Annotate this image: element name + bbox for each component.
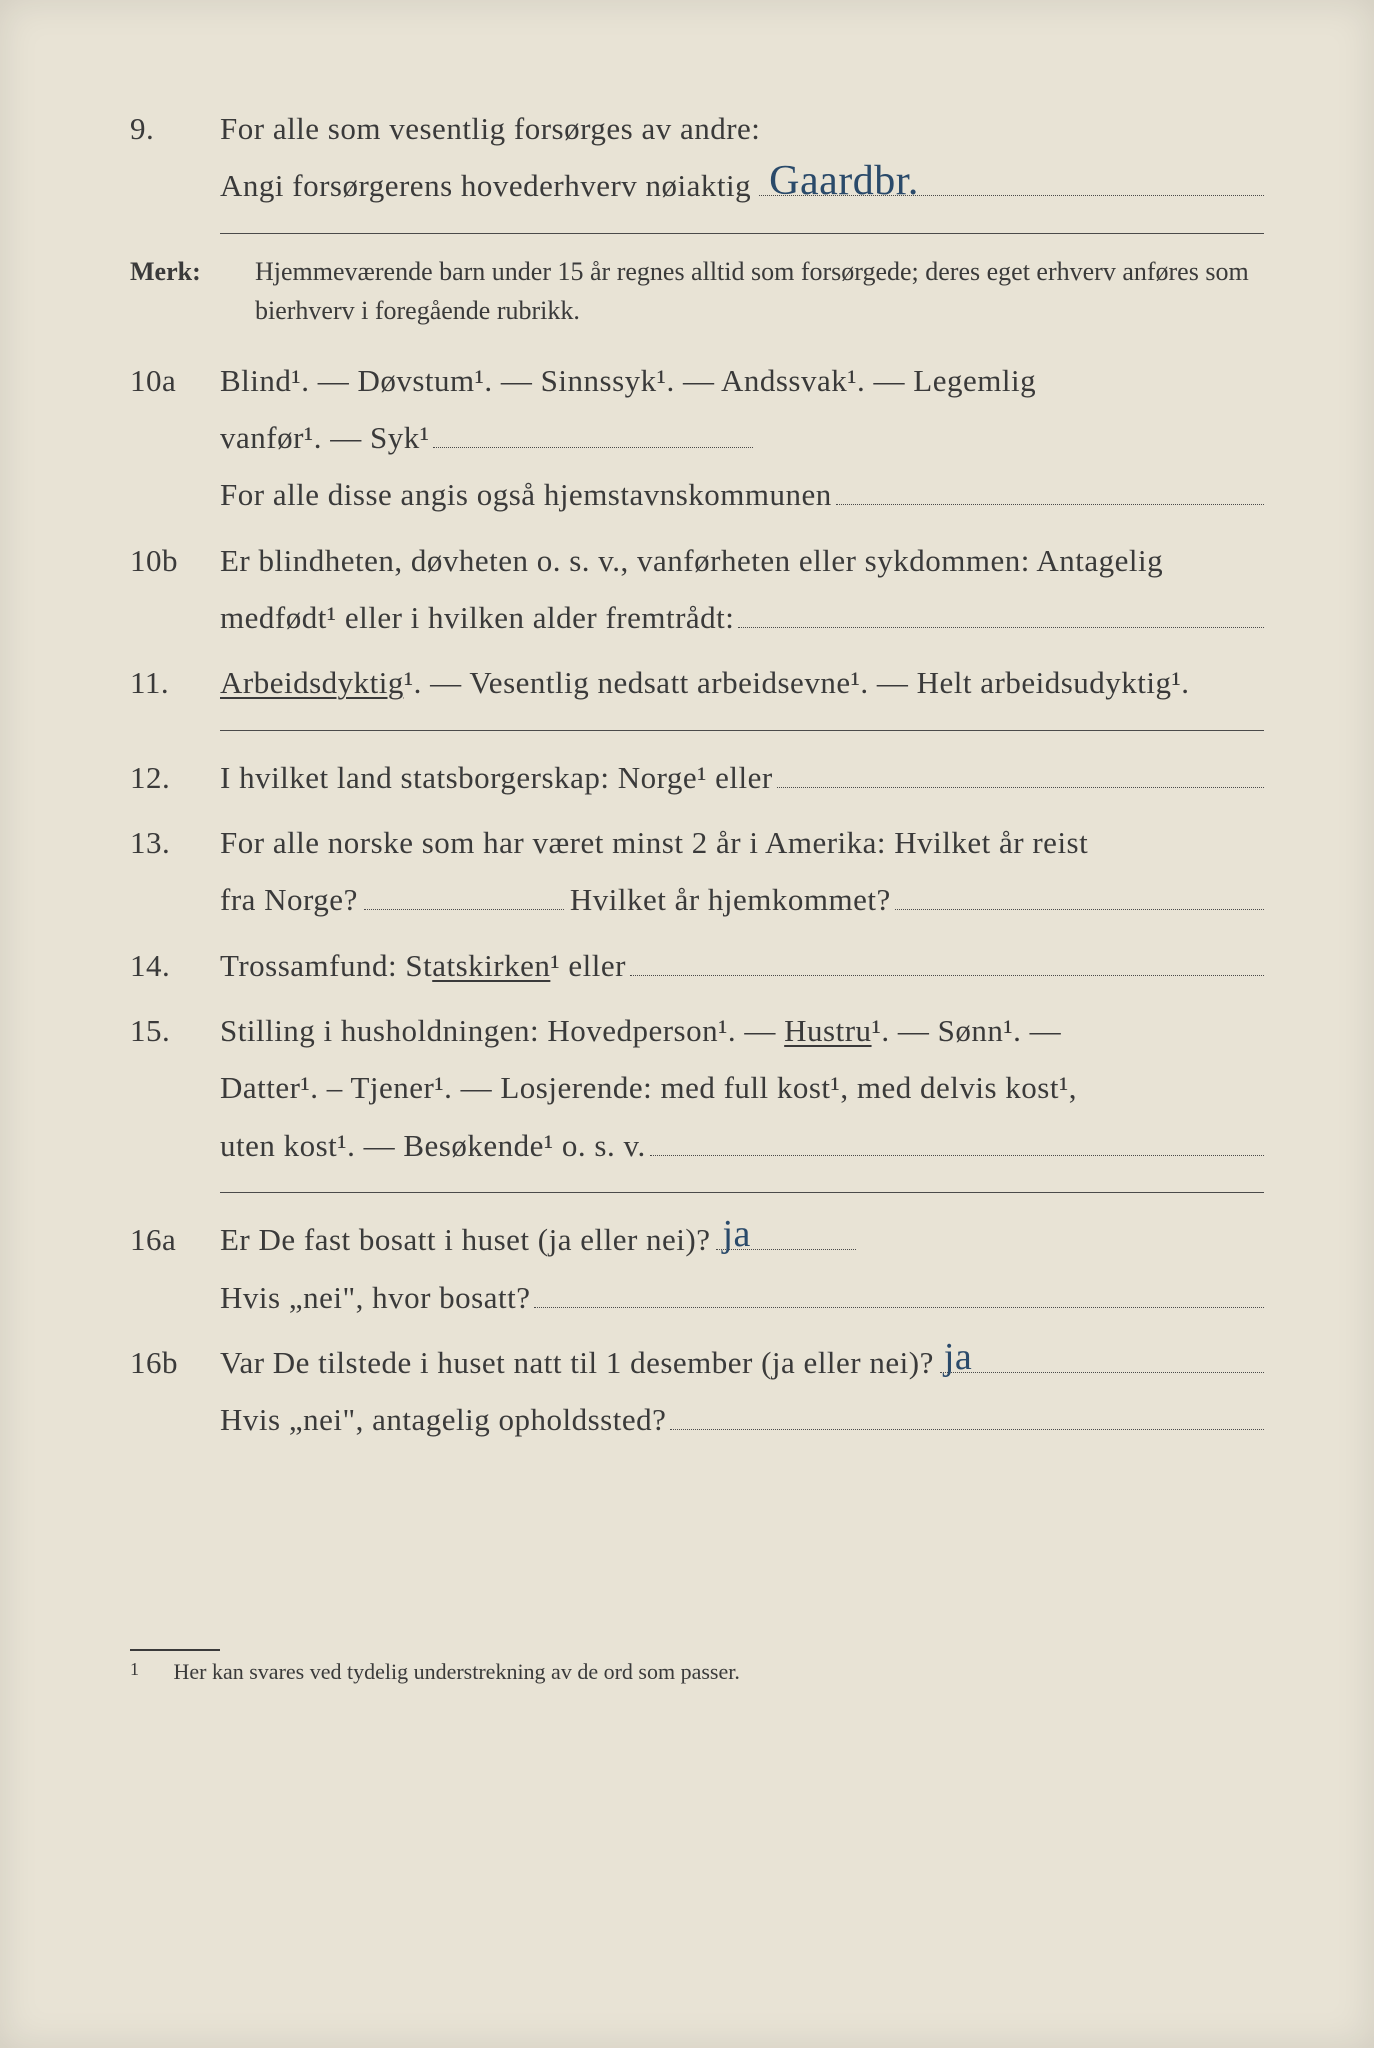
q10a-line1: Blind¹. — Døvstum¹. — Sinnssyk¹. — Andss…: [220, 352, 1264, 409]
q10a-line2-prefix: vanfør¹. — Syk¹: [220, 409, 429, 466]
q15-number: 15.: [130, 1002, 220, 1059]
q16b-line2: Hvis „nei", antagelig opholdssted?: [220, 1391, 1264, 1448]
q11-body: Arbeidsdyktig¹. — Vesentlig nedsatt arbe…: [220, 654, 1264, 711]
q11-rest: ¹. — Vesentlig nedsatt arbeidsevne¹. — H…: [404, 665, 1190, 700]
footnote-num: 1: [130, 1659, 168, 1680]
question-10a: 10a Blind¹. — Døvstum¹. — Sinnssyk¹. — A…: [130, 352, 1264, 524]
merk-text: Hjemmeværende barn under 15 år regnes al…: [255, 252, 1264, 330]
question-16b: 16b Var De tilstede i huset natt til 1 d…: [130, 1334, 1264, 1449]
q15-line2: Datter¹. – Tjener¹. — Losjerende: med fu…: [220, 1059, 1264, 1116]
q9-line1: For alle som vesentlig forsørges av andr…: [220, 100, 1264, 157]
q15-line1-a: Stilling i husholdningen: Hovedperson¹. …: [220, 1013, 784, 1048]
divider-after-15: [220, 1192, 1264, 1193]
merk-label: Merk:: [130, 252, 255, 291]
q12-prefix: I hvilket land statsborgerskap: Norge¹ e…: [220, 749, 773, 806]
q12-fill: [777, 757, 1264, 787]
question-16a: 16a Er De fast bosatt i huset (ja eller …: [130, 1211, 1264, 1326]
q16a-fill-2: [534, 1277, 1264, 1307]
q16a-line1: Er De fast bosatt i huset (ja eller nei)…: [220, 1211, 1264, 1268]
q15-line1: Stilling i husholdningen: Hovedperson¹. …: [220, 1002, 1264, 1059]
q10a-fill-1: [433, 418, 753, 448]
q9-line2-label: Angi forsørgerens hovederhverv nøiaktig: [220, 157, 751, 214]
q16b-body: Var De tilstede i huset natt til 1 desem…: [220, 1334, 1264, 1449]
q14-body: Trossamfund: Statskirken¹ eller: [220, 937, 1264, 994]
q12-number: 12.: [130, 749, 220, 806]
q9-body: For alle som vesentlig forsørges av andr…: [220, 100, 1264, 215]
divider-after-11: [220, 730, 1264, 731]
q10a-fill-2: [836, 475, 1264, 505]
q13-line2: fra Norge? Hvilket år hjemkommet?: [220, 871, 1264, 928]
question-11: 11. Arbeidsdyktig¹. — Vesentlig nedsatt …: [130, 654, 1264, 711]
footnote: 1 Her kan svares ved tydelig understrekn…: [130, 1649, 1264, 1685]
merk-note: Merk: Hjemmeværende barn under 15 år reg…: [130, 252, 1264, 330]
q10b-number: 10b: [130, 532, 220, 589]
q13-line2-b: Hvilket år hjemkommet?: [570, 871, 891, 928]
q13-body: For alle norske som har været minst 2 år…: [220, 814, 1264, 929]
q14-text-c: ¹ eller: [550, 937, 626, 994]
question-12: 12. I hvilket land statsborgerskap: Norg…: [130, 749, 1264, 806]
q10a-line3-prefix: For alle disse angis også hjemstavnskomm…: [220, 466, 832, 523]
census-form-page: 9. For alle som vesentlig forsørges av a…: [0, 0, 1374, 2048]
q16a-line1-prefix: Er De fast bosatt i huset (ja eller nei)…: [220, 1211, 710, 1268]
q10a-line3: For alle disse angis også hjemstavnskomm…: [220, 466, 1264, 523]
q10a-number: 10a: [130, 352, 220, 409]
q9-handwritten-answer: Gaardbr.: [769, 143, 919, 221]
q9-number: 9.: [130, 100, 220, 157]
q16b-fill-1: [940, 1342, 1264, 1372]
q15-underlined: Hustru: [784, 1013, 871, 1048]
q14-underlined: atskirken: [432, 937, 550, 994]
footnote-text: Her kan svares ved tydelig understreknin…: [174, 1659, 740, 1684]
q16a-body: Er De fast bosatt i huset (ja eller nei)…: [220, 1211, 1264, 1326]
q15-body: Stilling i husholdningen: Hovedperson¹. …: [220, 1002, 1264, 1174]
divider-after-9: [220, 233, 1264, 234]
q16b-line2-prefix: Hvis „nei", antagelig opholdssted?: [220, 1391, 666, 1448]
q10b-line2: medfødt¹ eller i hvilken alder fremtrådt…: [220, 589, 1264, 646]
footnote-rule: [130, 1649, 220, 1651]
q10a-line2: vanfør¹. — Syk¹: [220, 409, 1264, 466]
q10b-line1: Er blindheten, døvheten o. s. v., vanfør…: [220, 532, 1264, 589]
q11-underlined: Arbeidsdyktig: [220, 665, 404, 700]
q13-number: 13.: [130, 814, 220, 871]
q16a-number: 16a: [130, 1211, 220, 1268]
q13-line1: For alle norske som har været minst 2 år…: [220, 814, 1264, 871]
q10b-line2-prefix: medfødt¹ eller i hvilken alder fremtrådt…: [220, 589, 734, 646]
q15-fill: [650, 1125, 1264, 1155]
question-15: 15. Stilling i husholdningen: Hovedperso…: [130, 1002, 1264, 1174]
question-13: 13. For alle norske som har været minst …: [130, 814, 1264, 929]
question-10b: 10b Er blindheten, døvheten o. s. v., va…: [130, 532, 1264, 647]
q10a-body: Blind¹. — Døvstum¹. — Sinnssyk¹. — Andss…: [220, 352, 1264, 524]
q16a-line2: Hvis „nei", hvor bosatt?: [220, 1269, 1264, 1326]
q15-line1-c: ¹. — Sønn¹. —: [872, 1013, 1062, 1048]
q14-fill: [630, 945, 1264, 975]
q11-number: 11.: [130, 654, 220, 711]
q16b-fill-2: [670, 1400, 1264, 1430]
question-14: 14. Trossamfund: Statskirken¹ eller: [130, 937, 1264, 994]
q16a-handwritten: ja: [722, 1199, 750, 1269]
q16b-line1-prefix: Var De tilstede i huset natt til 1 desem…: [220, 1334, 934, 1391]
q14-text-a: Trossamfund: St: [220, 937, 432, 994]
q16a-line2-prefix: Hvis „nei", hvor bosatt?: [220, 1269, 530, 1326]
q13-fill-1: [364, 880, 564, 910]
q12-body: I hvilket land statsborgerskap: Norge¹ e…: [220, 749, 1264, 806]
q16b-handwritten: ja: [944, 1322, 972, 1392]
question-9: 9. For alle som vesentlig forsørges av a…: [130, 100, 1264, 215]
q14-number: 14.: [130, 937, 220, 994]
q10b-body: Er blindheten, døvheten o. s. v., vanfør…: [220, 532, 1264, 647]
q9-line2: Angi forsørgerens hovederhverv nøiaktig …: [220, 157, 1264, 214]
q13-fill-2: [895, 880, 1264, 910]
q10b-fill: [738, 598, 1264, 628]
q15-line3: uten kost¹. — Besøkende¹ o. s. v.: [220, 1117, 1264, 1174]
q16b-number: 16b: [130, 1334, 220, 1391]
q16b-line1: Var De tilstede i huset natt til 1 desem…: [220, 1334, 1264, 1391]
q13-line2-a: fra Norge?: [220, 871, 358, 928]
q15-line3-prefix: uten kost¹. — Besøkende¹ o. s. v.: [220, 1117, 646, 1174]
